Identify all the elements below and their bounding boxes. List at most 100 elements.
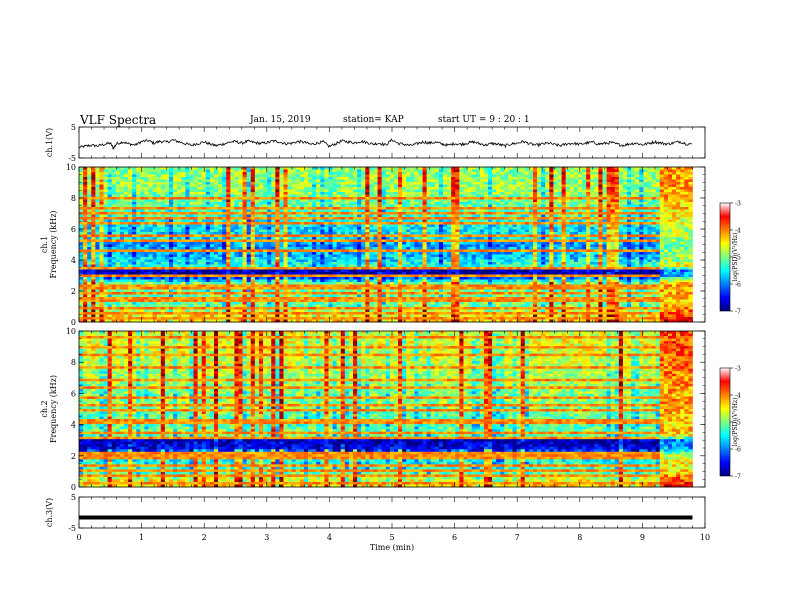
spectrogram-cell xyxy=(111,204,117,208)
spectrogram-cell xyxy=(532,227,538,230)
spectrogram-cell xyxy=(168,199,174,203)
spectrogram-cell xyxy=(197,172,203,175)
spectrogram-cell xyxy=(91,197,96,200)
spectrogram-cell xyxy=(672,207,677,210)
spectrogram-cell xyxy=(201,204,207,208)
spectrogram-cell xyxy=(475,202,481,205)
spectrogram-cell xyxy=(295,234,301,238)
spectrogram-cell xyxy=(549,227,554,230)
spectrogram-cell xyxy=(357,244,362,248)
spectrogram-cell xyxy=(254,189,260,193)
spectrogram-cell xyxy=(586,187,591,190)
spectrogram-cell xyxy=(565,182,571,185)
ch1-waveform-panel: 5-5ch.1(V) xyxy=(45,123,706,163)
spectrogram-cell xyxy=(119,214,125,218)
spectrogram-cell xyxy=(144,229,149,233)
spectrogram-cell xyxy=(357,237,362,240)
spectrogram-cell xyxy=(618,212,624,215)
spectrogram-cell xyxy=(107,224,113,228)
spectrogram-cell xyxy=(471,177,477,180)
spectrogram-cell xyxy=(614,202,620,205)
spectrogram-cell xyxy=(99,242,104,245)
spectrogram-cell xyxy=(381,167,387,170)
spectrogram-cell xyxy=(111,234,117,238)
spectrogram-cell xyxy=(365,242,370,245)
spectrogram-cell xyxy=(291,182,297,185)
spectrogram-cell xyxy=(557,232,562,235)
spectrogram-cell xyxy=(254,167,260,170)
spectrogram-cell xyxy=(594,219,599,223)
spectrogram-cell xyxy=(119,237,125,240)
spectrogram-cell xyxy=(205,224,211,228)
spectrogram-cell xyxy=(132,212,137,215)
spectrogram-cell xyxy=(577,199,583,203)
spectrogram-cell xyxy=(684,219,689,223)
spectrogram-cell xyxy=(361,217,366,220)
spectrogram-cell xyxy=(475,197,481,200)
spectrogram-cell xyxy=(618,229,624,233)
spectrogram-cell xyxy=(299,229,305,233)
spectrogram-cell xyxy=(524,214,530,218)
spectrogram-cell xyxy=(557,239,562,243)
spectrogram-cell xyxy=(209,179,215,183)
spectrogram-cell xyxy=(492,169,497,173)
spectrogram-cell xyxy=(111,242,117,245)
spectrogram-cell xyxy=(606,202,612,205)
spectrogram-cell xyxy=(128,222,133,225)
spectrogram-cell xyxy=(226,234,231,238)
spectrogram-cell xyxy=(316,204,321,208)
spectrogram-cell xyxy=(287,232,293,235)
spectrogram-cell xyxy=(635,222,640,225)
spectrogram-cell xyxy=(144,167,149,170)
spectrogram-cell xyxy=(103,182,108,185)
spectrogram-cell xyxy=(168,222,174,225)
spectrogram-cell xyxy=(295,224,301,228)
spectrogram-cell xyxy=(471,222,477,225)
spectrogram-cell xyxy=(283,202,288,205)
spectrogram-cell xyxy=(348,179,354,183)
spectrogram-cell xyxy=(422,207,427,210)
spectrogram-cell xyxy=(238,217,243,220)
spectrogram-cell xyxy=(79,222,84,225)
spectrogram-cell xyxy=(250,202,256,205)
spectrogram-cell xyxy=(594,189,599,193)
spectrogram-cell xyxy=(606,169,612,173)
spectrogram-cell xyxy=(438,202,444,205)
spectrogram-cell xyxy=(303,219,309,223)
spectrogram-cell xyxy=(573,207,579,210)
spectrogram-cell xyxy=(340,207,346,210)
spectrogram-cell xyxy=(254,204,260,208)
spectrogram-cell xyxy=(103,224,108,228)
spectrogram-cell xyxy=(263,214,268,218)
spectrogram-cell xyxy=(226,207,231,210)
spectrogram-cell xyxy=(234,169,239,173)
spectrogram-cell xyxy=(316,197,321,200)
spectrogram-cell xyxy=(463,204,468,208)
spectrogram-cell xyxy=(103,202,108,205)
spectrogram-cell xyxy=(348,229,354,233)
spectrogram-cell xyxy=(357,212,362,215)
spectrogram-cell xyxy=(369,222,374,225)
spectrogram-cell xyxy=(119,174,125,178)
spectrogram-cell xyxy=(160,194,166,198)
spectrogram-cell xyxy=(177,224,182,228)
spectrogram-cell xyxy=(459,212,464,215)
spectrogram-cell xyxy=(164,237,170,240)
spectrogram-cell xyxy=(312,232,317,235)
spectrogram-cell xyxy=(348,217,354,220)
spectrogram-cell xyxy=(447,202,452,205)
spectrogram-cell xyxy=(398,217,403,220)
spectrogram-cell xyxy=(385,247,391,250)
spectrogram-cell xyxy=(406,187,411,190)
spectrogram-cell xyxy=(512,182,517,185)
spectrogram-cell xyxy=(594,187,599,190)
spectrogram-cell xyxy=(598,222,603,225)
spectrogram-cell xyxy=(213,232,219,235)
spectrogram-cell xyxy=(402,229,407,233)
spectrogram-cell xyxy=(357,224,362,228)
spectrogram-cell xyxy=(287,189,293,193)
spectrogram-cell xyxy=(426,179,432,183)
spectrogram-cell xyxy=(459,184,464,188)
spectrogram-cell xyxy=(152,182,158,185)
spectrogram-cell xyxy=(148,224,153,228)
